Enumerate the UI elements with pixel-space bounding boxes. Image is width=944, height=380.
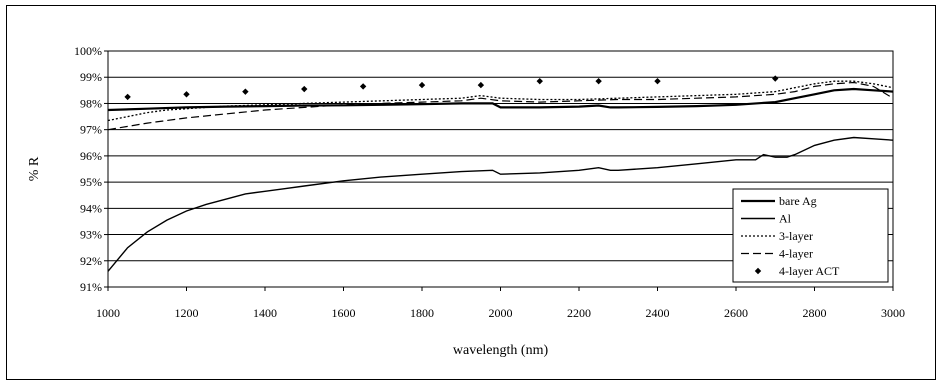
series-4-layer-act xyxy=(124,75,779,101)
legend-label: 4-layer xyxy=(779,247,813,261)
y-tick-label: 100% xyxy=(74,44,102,58)
reflectance-chart: 91% 92% 93% 94% 95% 96% 97% 98% 99% 100% 1000 1200… xyxy=(27,44,905,358)
data-point xyxy=(772,75,779,82)
x-tick-label: 3000 xyxy=(881,306,905,320)
y-axis-ticks: 91% 92% 93% 94% 95% 96% 97% 98% 99% 100% xyxy=(74,44,108,294)
x-tick-label: 2800 xyxy=(803,306,827,320)
data-point xyxy=(301,85,308,93)
y-tick-label: 96% xyxy=(80,149,102,163)
y-tick-label: 99% xyxy=(80,70,102,84)
series-line-3-layer xyxy=(107,80,894,122)
legend-label: bare Ag xyxy=(779,194,817,208)
data-point xyxy=(242,88,249,95)
legend-marker xyxy=(754,267,762,275)
data-point xyxy=(124,93,131,101)
x-tick-label: 1600 xyxy=(332,306,356,320)
series-line-bare-ag xyxy=(107,87,894,112)
x-tick-label: 1200 xyxy=(175,306,199,320)
data-point xyxy=(654,77,661,85)
data-point xyxy=(418,81,426,89)
x-tick-label: 1400 xyxy=(253,306,277,320)
x-tick-label: 2000 xyxy=(489,306,513,320)
data-point xyxy=(595,77,602,85)
y-tick-label: 92% xyxy=(80,254,102,268)
x-tick-label: 2400 xyxy=(646,306,670,320)
y-tick-label: 98% xyxy=(80,96,102,110)
legend: bare Ag Al 3-layer 4-layer 4-layer ACT xyxy=(732,188,889,283)
y-axis-title: % R xyxy=(27,156,42,181)
x-tick-label: 1000 xyxy=(96,306,120,320)
data-point xyxy=(536,77,543,85)
y-tick-label: 94% xyxy=(80,201,102,215)
x-tick-label: 2200 xyxy=(567,306,591,320)
x-axis-title: wavelength (nm) xyxy=(453,343,549,358)
legend-label: 4-layer ACT xyxy=(779,264,840,278)
x-tick-label: 1800 xyxy=(410,306,434,320)
series-line-4-layer xyxy=(107,81,894,131)
y-tick-label: 95% xyxy=(80,175,102,189)
data-point xyxy=(477,81,485,89)
x-axis-ticks: 1000 1200 1400 1600 1800 2000 2200 2400 2600 2800… xyxy=(96,287,905,320)
legend-label: Al xyxy=(779,212,792,226)
legend-label: 3-layer xyxy=(779,229,813,243)
data-point xyxy=(183,91,190,98)
x-tick-label: 2600 xyxy=(724,306,748,320)
y-tick-label: 93% xyxy=(80,228,102,242)
series-layer xyxy=(107,75,894,272)
y-tick-label: 97% xyxy=(80,123,102,137)
data-point xyxy=(359,83,367,90)
series-line-al xyxy=(107,136,894,272)
y-tick-label: 91% xyxy=(80,280,102,294)
